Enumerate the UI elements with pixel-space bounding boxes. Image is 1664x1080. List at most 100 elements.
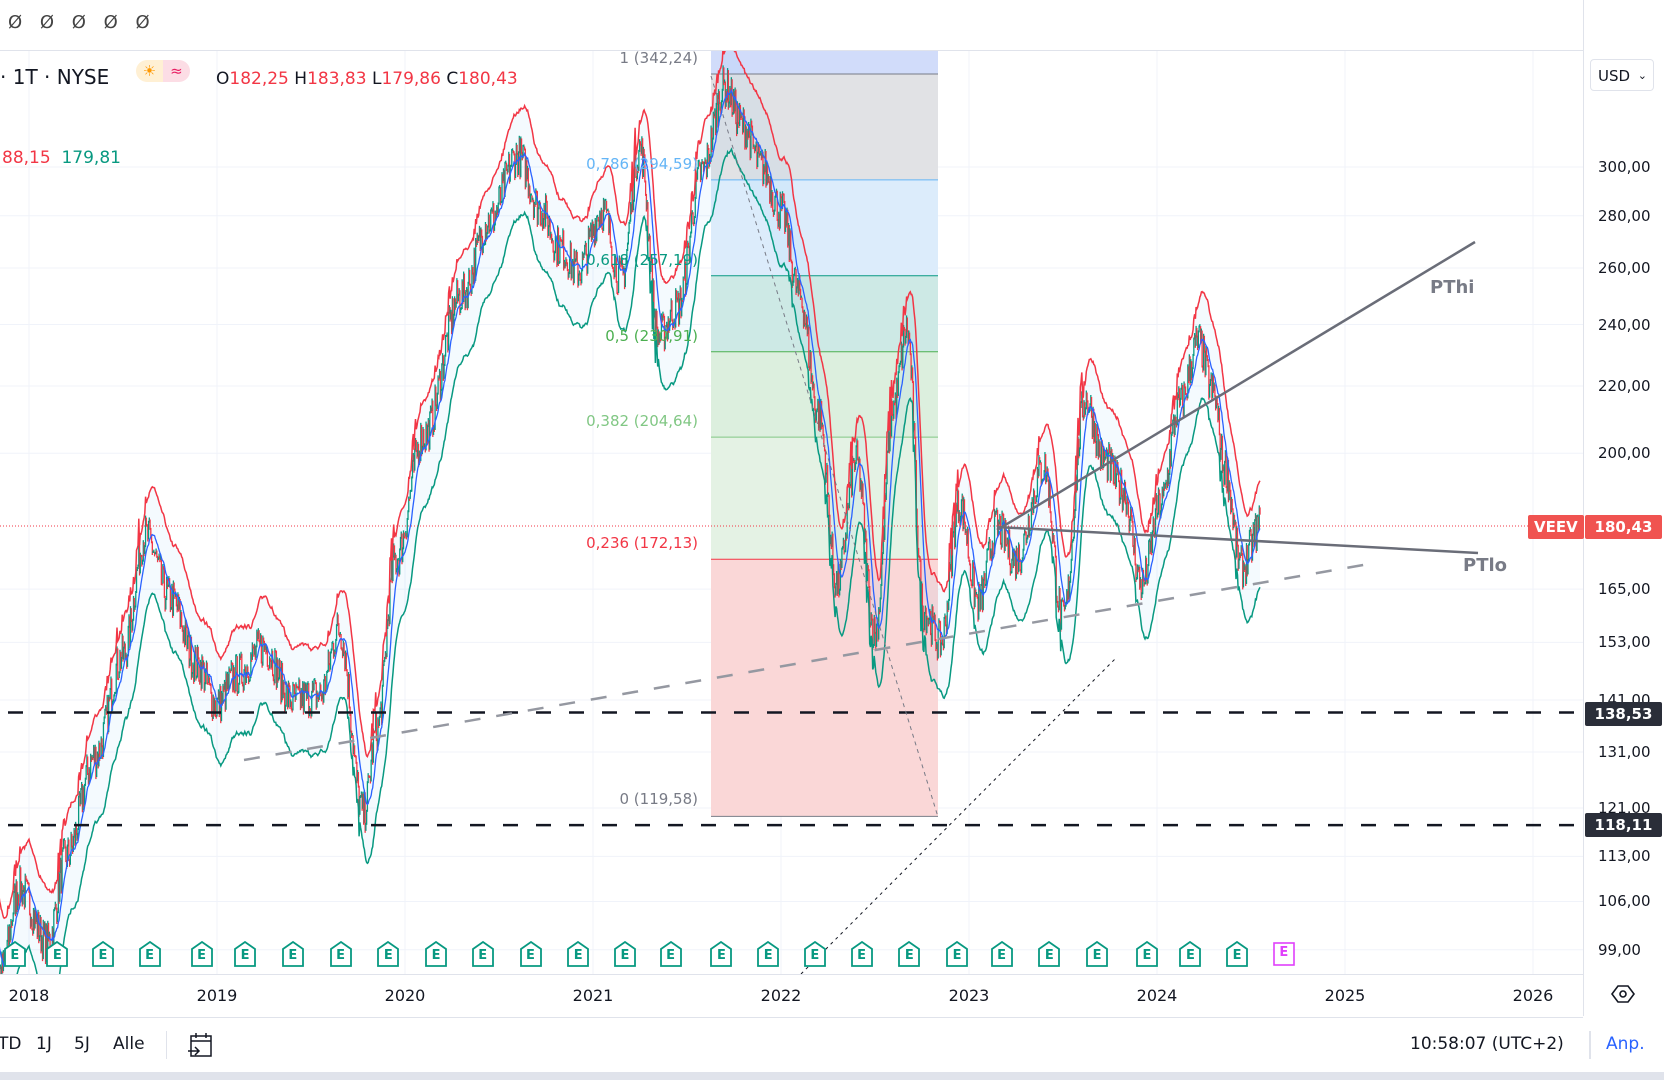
price-tick: 106,00 <box>1598 892 1651 911</box>
ptlo-label[interactable]: PTlo <box>1463 555 1508 576</box>
time-tick: 2021 <box>572 986 614 1005</box>
price-tick: 153,00 <box>1598 633 1651 652</box>
earnings-marker[interactable]: E <box>945 940 969 967</box>
earnings-marker[interactable]: E <box>190 940 214 967</box>
range-1y[interactable]: 1J <box>36 1034 52 1054</box>
earnings-marker-label: E <box>717 948 726 963</box>
pthi-line <box>996 240 1476 532</box>
earnings-marker[interactable]: E <box>1178 940 1202 967</box>
earnings-marker[interactable]: E <box>1037 940 1061 967</box>
earnings-marker[interactable]: E <box>91 940 115 967</box>
currency-select[interactable]: USD ⌄ <box>1590 59 1654 91</box>
high-label: H <box>294 69 308 89</box>
earnings-marker[interactable]: E <box>3 940 27 967</box>
earnings-marker[interactable]: E <box>471 940 495 967</box>
earnings-marker[interactable]: E <box>1135 940 1159 967</box>
time-tick: 2020 <box>384 986 426 1005</box>
earnings-marker-label: E <box>952 948 962 963</box>
price-tick: 99,00 <box>1598 940 1641 959</box>
earnings-marker-label: E <box>240 948 250 963</box>
price-chart[interactable] <box>0 51 1583 974</box>
earnings-marker[interactable]: E <box>566 940 590 967</box>
earnings-marker-label: E <box>857 948 866 963</box>
earnings-marker-label: E <box>1044 948 1054 963</box>
earnings-marker[interactable]: E <box>1225 940 1249 967</box>
earnings-marker-label: E <box>1142 948 1152 963</box>
fib-label: 0 (119,58) <box>619 790 698 808</box>
adjust-button[interactable]: Anp. <box>1606 1034 1645 1054</box>
earnings-marker[interactable]: E <box>1085 940 1109 967</box>
price-series <box>0 51 1261 974</box>
earnings-marker-label: E <box>997 948 1007 963</box>
range-5y[interactable]: 5J <box>74 1034 90 1054</box>
earnings-marker[interactable]: E <box>424 940 448 967</box>
middle-band-line <box>0 88 1261 967</box>
earnings-marker[interactable]: E <box>803 940 827 967</box>
price-tick: 280,00 <box>1598 206 1651 225</box>
fib-zone-top <box>711 51 938 74</box>
earnings-marker-label: E <box>288 948 298 963</box>
price-tick: 240,00 <box>1598 315 1651 334</box>
interval-exchange[interactable]: · 1T · NYSE <box>0 65 110 89</box>
price-tick: 300,00 <box>1598 158 1651 176</box>
earnings-marker-label: E <box>336 948 346 963</box>
earnings-marker-label: E <box>573 948 583 963</box>
earnings-marker[interactable]: E <box>613 940 637 967</box>
fib-label: 1 (342,24) <box>619 49 698 67</box>
divider <box>166 1031 167 1059</box>
pthi-label[interactable]: PThi <box>1430 277 1475 298</box>
bottom-toolbar: TD 1J 5J Alle 10:58:07 (UTC+2) Anp. <box>0 1017 1664 1072</box>
earnings-marker-label: E <box>763 948 773 963</box>
earnings-marker-label: E <box>526 948 535 963</box>
toolbar-symbols[interactable]: Ø Ø Ø Ø Ø <box>8 12 156 33</box>
clock[interactable]: 10:58:07 (UTC+2) <box>1410 1034 1564 1054</box>
top-toolbar: Ø Ø Ø Ø Ø <box>0 0 1583 51</box>
low-value: 179,86 <box>381 69 441 89</box>
price-axis[interactable]: USD ⌄ 300,00 280,00 260,00 240,00 220,00 200,… <box>1583 0 1664 1016</box>
time-axis[interactable]: 2018 2019 2020 2021 2022 2023 2024 2025 2026 <box>0 974 1583 1018</box>
earnings-marker[interactable]: E <box>45 940 69 967</box>
range-all[interactable]: Alle <box>113 1034 145 1054</box>
settings-icon[interactable] <box>1610 983 1636 1005</box>
earnings-marker[interactable]: E <box>990 940 1014 967</box>
time-tick: 2025 <box>1324 986 1366 1005</box>
earnings-marker[interactable]: E <box>1272 941 1296 967</box>
calendar-goto-icon[interactable] <box>186 1031 216 1065</box>
session-badge[interactable]: ☀ ≈ <box>135 60 190 82</box>
level-badge-138: 138,53 <box>1585 702 1662 726</box>
indicator-upper: 88,15 <box>2 148 51 168</box>
earnings-marker[interactable]: E <box>897 940 921 967</box>
time-tick: 2026 <box>1512 986 1554 1005</box>
symbol-header: · 1T · NYSE ☀ ≈ O182,25 H183,83 L179,86 C… <box>0 60 518 90</box>
close-label: C <box>446 69 459 89</box>
earnings-marker-label: E <box>810 948 820 963</box>
fib-label: 0,236 (172,13) <box>586 534 698 553</box>
earnings-marker[interactable]: E <box>233 940 257 967</box>
earnings-marker[interactable]: E <box>850 940 874 967</box>
earnings-marker[interactable]: E <box>659 940 683 967</box>
indicator-lower: 179,81 <box>61 148 121 168</box>
high-value: 183,83 <box>307 69 367 89</box>
fib-label: 0,382 (204,64) <box>586 412 698 431</box>
time-tick: 2022 <box>760 986 802 1005</box>
range-ytd[interactable]: TD <box>0 1034 22 1054</box>
earnings-marker[interactable]: E <box>376 940 400 967</box>
earnings-marker-label: E <box>478 948 488 963</box>
last-price-badge: 180,43 <box>1585 515 1662 539</box>
earnings-marker[interactable]: E <box>281 940 305 967</box>
earnings-marker[interactable]: E <box>329 940 353 967</box>
earnings-marker-label: E <box>145 948 155 963</box>
earnings-marker[interactable]: E <box>138 940 162 967</box>
earnings-marker[interactable]: E <box>519 940 543 967</box>
divider <box>1589 1031 1591 1059</box>
price-tick: 200,00 <box>1598 444 1651 463</box>
fib-label: 0,5 (230,91) <box>605 326 698 345</box>
earnings-marker-label: E <box>98 948 108 963</box>
time-tick: 2024 <box>1136 986 1178 1005</box>
earnings-marker[interactable]: E <box>709 940 733 967</box>
fib-zone <box>711 559 938 817</box>
earnings-marker[interactable]: E <box>756 940 780 967</box>
earnings-marker-label: E <box>1232 948 1242 963</box>
chevron-down-icon: ⌄ <box>1637 69 1647 82</box>
earnings-marker-label: E <box>52 948 62 963</box>
